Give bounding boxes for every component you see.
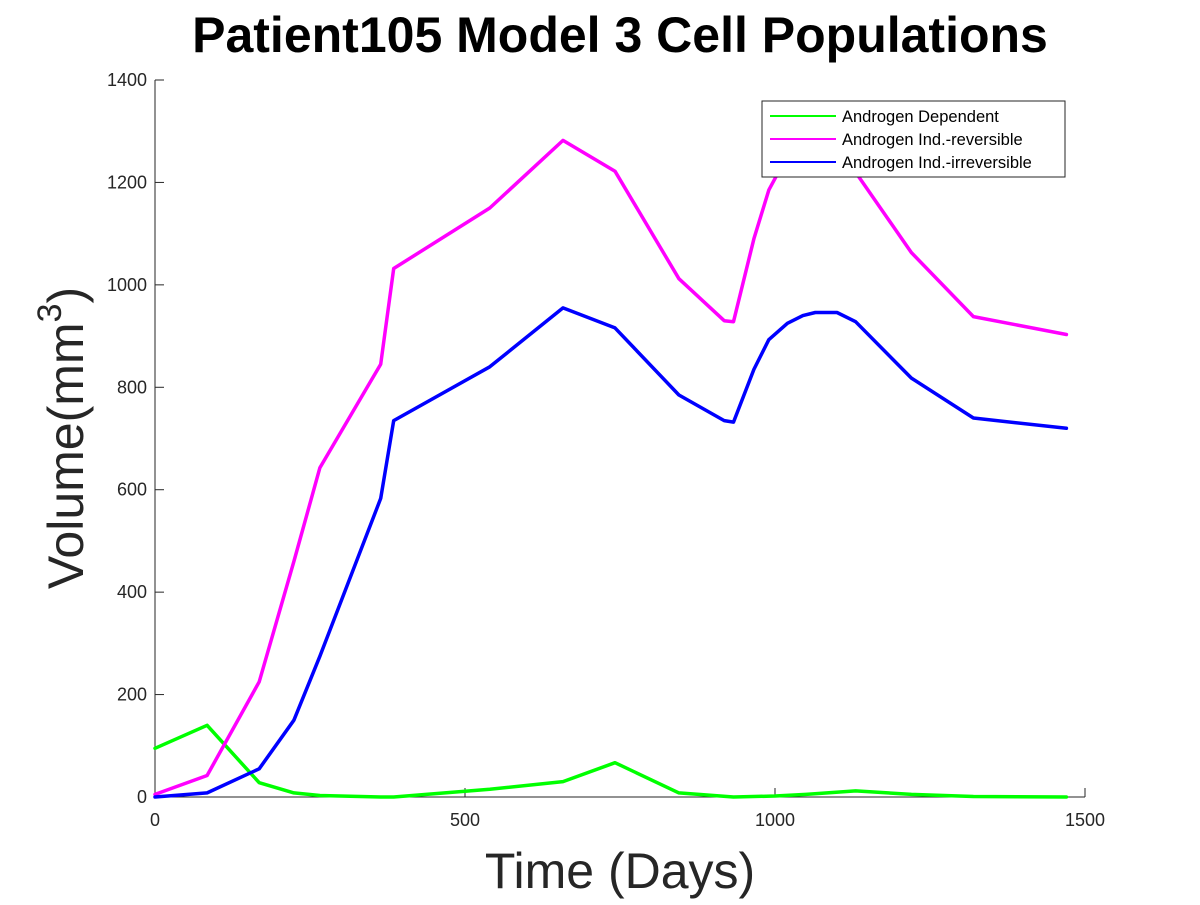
y-tick-label: 800 [117, 377, 147, 397]
y-axis-label: Volume(mm3) [31, 287, 94, 589]
y-tick-label: 600 [117, 480, 147, 500]
y-tick-label: 1000 [107, 275, 147, 295]
y-tick-label: 1400 [107, 70, 147, 90]
y-tick-label: 400 [117, 582, 147, 602]
y-axis-label-close: ) [38, 287, 94, 304]
legend-label-3: Androgen Ind.-irreversible [842, 154, 1032, 172]
series-line-2 [153, 138, 1069, 797]
series-layer [153, 138, 1069, 799]
legend-label-2: Androgen Ind.-reversible [842, 131, 1023, 149]
chart-title: Patient105 Model 3 Cell Populations [192, 7, 1048, 63]
svg-text:Volume(mm3): Volume(mm3) [31, 287, 94, 589]
y-axis-label-main: Volume(mm [38, 322, 94, 589]
series-line-3 [153, 306, 1069, 799]
legend-label-1: Androgen Dependent [842, 108, 999, 126]
x-tick-label: 1500 [1065, 810, 1105, 830]
legend: Androgen Dependent Androgen Ind.-reversib… [761, 100, 1066, 178]
axes: 0 500 1000 1500 0 200 400 600 800 1000 1200 1400 [107, 70, 1105, 830]
y-tick-label: 0 [137, 787, 147, 807]
x-tick-label: 1000 [755, 810, 795, 830]
x-tick-label: 500 [450, 810, 480, 830]
series-line-1 [153, 723, 1069, 799]
x-axis-label: Time (Days) [485, 843, 755, 899]
y-tick-label: 1200 [107, 172, 147, 192]
y-axis-label-sup: 3 [31, 304, 69, 323]
y-tick-label: 200 [117, 685, 147, 705]
x-tick-label: 0 [150, 810, 160, 830]
